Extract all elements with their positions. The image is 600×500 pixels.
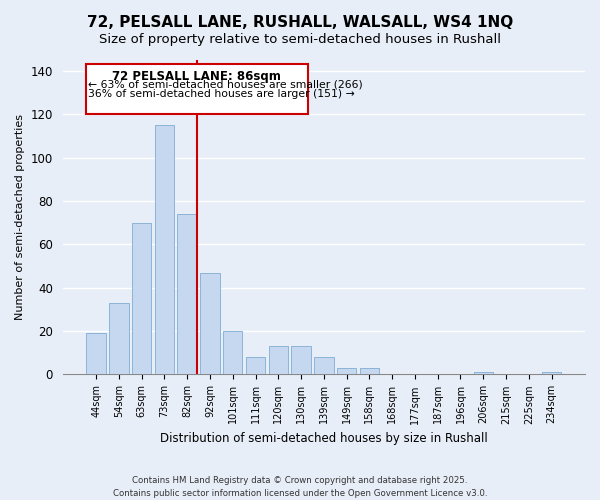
- Text: 72, PELSALL LANE, RUSHALL, WALSALL, WS4 1NQ: 72, PELSALL LANE, RUSHALL, WALSALL, WS4 …: [87, 15, 513, 30]
- Bar: [86, 333, 106, 374]
- Text: Size of property relative to semi-detached houses in Rushall: Size of property relative to semi-detach…: [99, 32, 501, 46]
- Bar: [223, 331, 242, 374]
- Bar: [359, 368, 379, 374]
- Text: 36% of semi-detached houses are larger (151) →: 36% of semi-detached houses are larger (…: [88, 90, 355, 100]
- Text: Contains HM Land Registry data © Crown copyright and database right 2025.
Contai: Contains HM Land Registry data © Crown c…: [113, 476, 487, 498]
- Bar: [86, 64, 308, 114]
- Bar: [269, 346, 288, 374]
- Text: ← 63% of semi-detached houses are smaller (266): ← 63% of semi-detached houses are smalle…: [88, 80, 363, 90]
- Bar: [473, 372, 493, 374]
- Y-axis label: Number of semi-detached properties: Number of semi-detached properties: [15, 114, 25, 320]
- Bar: [132, 222, 151, 374]
- Text: 72 PELSALL LANE: 86sqm: 72 PELSALL LANE: 86sqm: [112, 70, 281, 83]
- Bar: [314, 357, 334, 374]
- Bar: [200, 272, 220, 374]
- Bar: [337, 368, 356, 374]
- Bar: [542, 372, 561, 374]
- Bar: [178, 214, 197, 374]
- Bar: [155, 125, 174, 374]
- Bar: [292, 346, 311, 374]
- Bar: [109, 303, 128, 374]
- X-axis label: Distribution of semi-detached houses by size in Rushall: Distribution of semi-detached houses by …: [160, 432, 488, 445]
- Bar: [246, 357, 265, 374]
